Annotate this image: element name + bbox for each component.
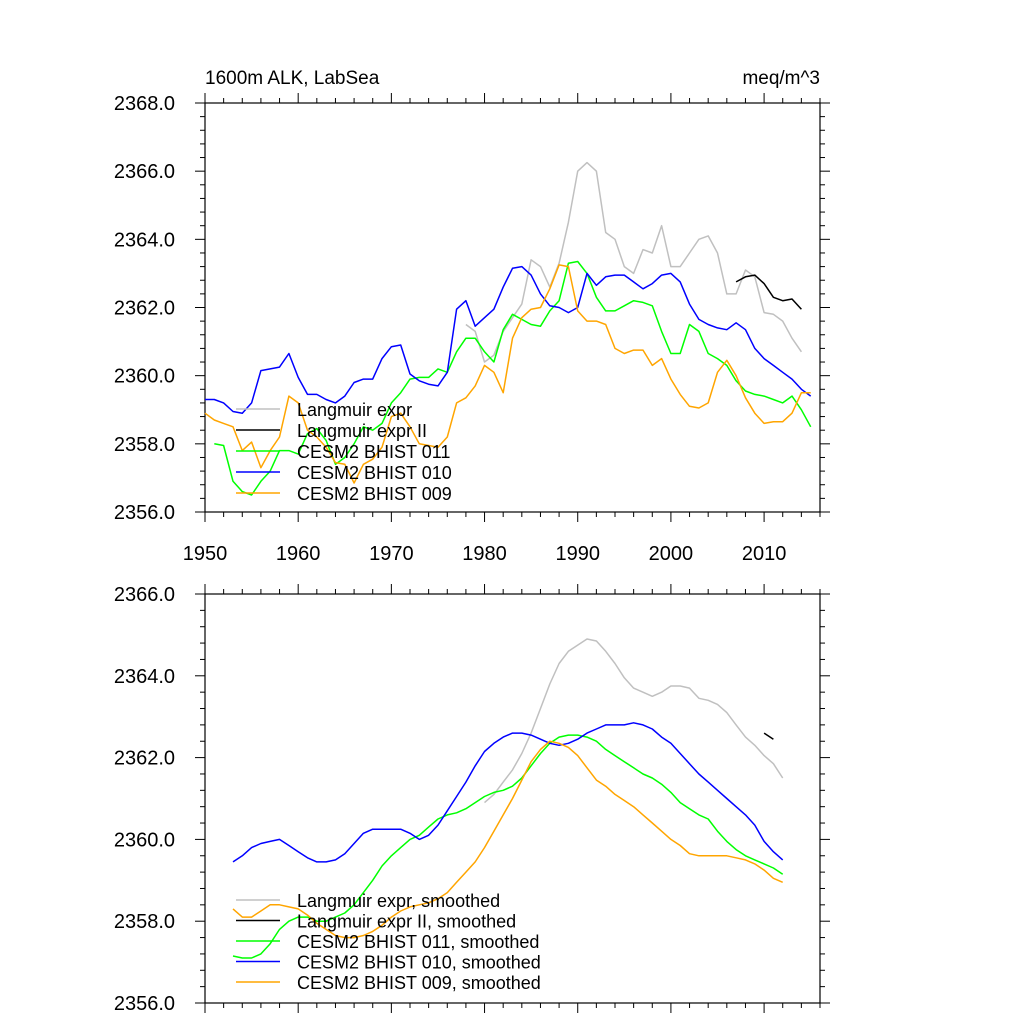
x-tick-label: 1960 bbox=[276, 543, 321, 565]
y-tick-label: 2362.0 bbox=[114, 748, 175, 770]
y-tick-label: 2360.0 bbox=[114, 829, 175, 851]
legend-label: CESM2 BHIST 011, smoothed bbox=[297, 932, 539, 952]
series-line bbox=[232, 722, 784, 863]
legend-label: CESM2 BHIST 010, smoothed bbox=[297, 953, 541, 973]
series-line bbox=[205, 265, 812, 414]
x-tick-label: 1990 bbox=[555, 543, 600, 565]
y-tick-label: 2358.0 bbox=[114, 434, 175, 456]
y-tick-label: 2358.0 bbox=[114, 911, 175, 933]
y-tick-label: 2360.0 bbox=[114, 366, 175, 388]
legend-label: CESM2 BHIST 010 bbox=[297, 463, 452, 483]
series-line bbox=[465, 161, 803, 363]
series-line bbox=[214, 260, 812, 496]
series-line bbox=[735, 274, 802, 310]
y-tick-label: 2356.0 bbox=[114, 502, 175, 524]
x-tick-label: 1970 bbox=[369, 543, 414, 565]
series-line bbox=[232, 734, 784, 959]
series-line bbox=[763, 732, 774, 740]
legend-label: Langmuir expr II, smoothed bbox=[297, 912, 516, 932]
x-tick-label: 2000 bbox=[649, 543, 694, 565]
y-tick-label: 2368.0 bbox=[114, 93, 175, 115]
plot-frame bbox=[204, 593, 821, 1004]
legend-label: CESM2 BHIST 011 bbox=[297, 442, 450, 462]
y-tick-label: 2364.0 bbox=[114, 666, 175, 688]
legend-label: Langmuir expr II bbox=[297, 421, 427, 441]
legend-label: CESM2 BHIST 009, smoothed bbox=[297, 973, 541, 993]
y-tick-label: 2364.0 bbox=[114, 229, 175, 251]
series-line bbox=[232, 740, 783, 939]
legend-label: CESM2 BHIST 009 bbox=[297, 484, 452, 504]
x-tick-label: 1950 bbox=[183, 543, 228, 565]
top-panel: 1600m ALK, LabSea meq/m^3 1950 1960 1970 1980… bbox=[114, 68, 830, 565]
legend-label: Langmuir expr, smoothed bbox=[297, 891, 500, 911]
y-tick-label: 2366.0 bbox=[114, 584, 175, 606]
series-line bbox=[204, 264, 811, 484]
series-line bbox=[484, 638, 784, 804]
x-tick-label: 1980 bbox=[462, 543, 507, 565]
x-tick-label: 2010 bbox=[742, 543, 787, 565]
y-tick-label: 2356.0 bbox=[114, 993, 175, 1015]
y-tick-label: 2362.0 bbox=[114, 298, 175, 320]
bottom-panel: 2356.0 2358.0 2360.0 2362.0 2364.0 2366.0 Lang… bbox=[114, 584, 830, 1015]
units-label: meq/m^3 bbox=[742, 68, 820, 89]
legend-label: Langmuir expr bbox=[297, 400, 412, 420]
chart-title: 1600m ALK, LabSea bbox=[205, 68, 380, 89]
y-tick-label: 2366.0 bbox=[114, 161, 175, 183]
